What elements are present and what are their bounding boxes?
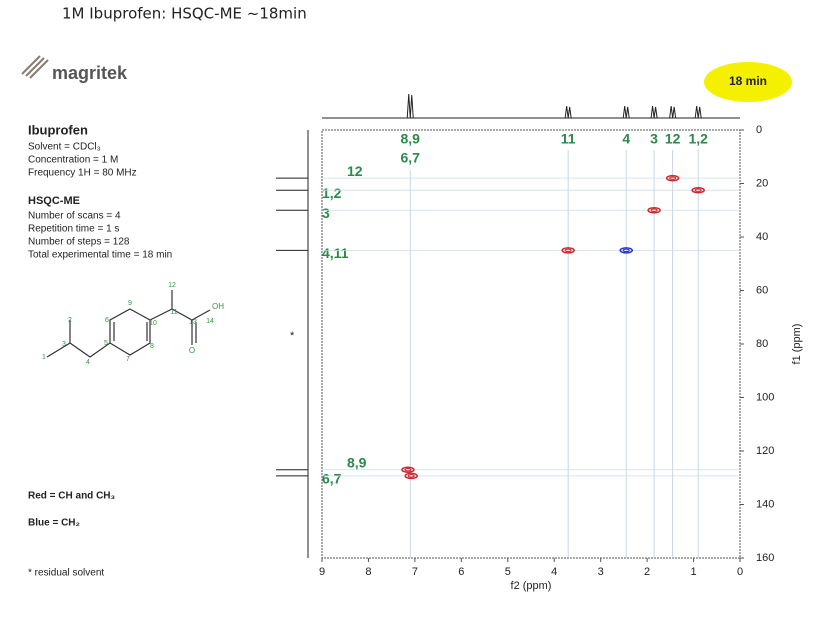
badge: 18 min — [729, 74, 767, 88]
top-projection-peak — [669, 105, 677, 119]
y-tick-label: 120 — [756, 445, 774, 457]
y-tick-label: 80 — [756, 338, 768, 350]
sample-name: Ibuprofen — [28, 122, 88, 137]
y-tick-label: 140 — [756, 498, 774, 510]
x-tick-label: 7 — [412, 566, 418, 578]
atom-label: 5 — [104, 340, 108, 347]
atom-label: 7 — [126, 356, 130, 363]
logo: magritek — [52, 63, 128, 83]
top-projection-peak — [694, 105, 702, 119]
sample-line: Solvent = CDCl₃ — [28, 142, 101, 153]
x-tick-label: 3 — [598, 566, 604, 578]
experiment-line: Repetition time = 1 s — [28, 224, 119, 235]
top-projection-peak — [564, 105, 572, 119]
top-projection-peak — [650, 105, 658, 119]
title: 1M Ibuprofen: HSQC-ME ~18min — [62, 5, 307, 23]
x-tick-label: 2 — [644, 566, 650, 578]
cross-peak — [561, 247, 575, 254]
cross-peak — [619, 247, 633, 254]
atom-label: 6 — [105, 317, 109, 324]
y-axis-label: f1 (ppm) — [791, 324, 803, 365]
sample-line: Frequency 1H = 80 MHz — [28, 168, 137, 179]
cross-peak-core — [407, 474, 415, 478]
cross-peak-core — [564, 248, 572, 253]
molecule — [46, 290, 211, 358]
badge-bg — [704, 62, 792, 102]
logo-mark — [21, 55, 49, 79]
atom-label: 10 — [149, 320, 157, 327]
top-peak-label: 1,2 — [688, 131, 708, 147]
cross-peak — [401, 466, 415, 473]
atom-label: 3 — [62, 341, 66, 348]
plot-frame — [321, 129, 741, 559]
y-tick-label: 0 — [756, 124, 762, 136]
atom-label: OH — [212, 302, 224, 311]
x-axis-label: f2 (ppm) — [511, 580, 552, 592]
atom-label: 1 — [42, 354, 46, 361]
atom-label: 4 — [86, 359, 90, 366]
top-projection-peak — [406, 93, 414, 119]
y-tick-label: 40 — [756, 231, 768, 243]
cross-peak-core — [622, 248, 630, 253]
left-peak-label: 12 — [347, 163, 363, 179]
top-peak-label: 11 — [561, 131, 576, 147]
top-peak-label: 8,9 — [401, 131, 421, 147]
cross-peak — [404, 472, 418, 480]
atom-label: O — [189, 346, 195, 355]
y-tick-label: 100 — [756, 391, 774, 403]
atom-label: 13 — [189, 319, 197, 326]
experiment-name: HSQC-ME — [28, 195, 80, 207]
cross-peak-core — [669, 176, 677, 180]
x-tick-label: 1 — [690, 566, 696, 578]
experiment-line: Number of scans = 4 — [28, 211, 121, 222]
experiment-line: Total experimental time = 18 min — [28, 250, 172, 261]
top-peak-label: 3 — [650, 131, 658, 147]
x-tick-label: 8 — [365, 566, 371, 578]
cross-peak-core — [404, 468, 412, 472]
left-peak-label: 6,7 — [322, 471, 342, 487]
legend-red: Red = CH and CH₃ — [28, 491, 116, 502]
x-tick-label: 9 — [319, 566, 325, 578]
top-projection-peak — [622, 105, 630, 119]
asterisk: * — [290, 330, 295, 342]
top-peak-label: 4 — [622, 131, 630, 147]
x-tick-label: 0 — [737, 566, 743, 578]
y-tick-label: 160 — [756, 552, 774, 564]
x-tick-label: 5 — [505, 566, 511, 578]
atom-label: 2 — [68, 317, 72, 324]
left-peak-label: 1,2 — [322, 185, 342, 201]
left-peak-label: 8,9 — [347, 454, 367, 470]
left-peak-label: 3 — [322, 205, 330, 221]
legend-blue: Blue = CH₂ — [28, 518, 80, 529]
y-tick-label: 20 — [756, 177, 768, 189]
atom-label: 12 — [168, 282, 176, 289]
x-tick-label: 4 — [551, 566, 557, 578]
atom-label: 8 — [150, 343, 154, 350]
footnote: * residual solvent — [28, 568, 104, 579]
atom-label: 9 — [128, 300, 132, 307]
cross-peak-core — [694, 188, 702, 192]
cross-peak — [665, 174, 680, 182]
top-peak-label: 12 — [665, 131, 681, 147]
cross-peak-core — [650, 208, 658, 212]
cross-peak — [691, 186, 705, 194]
atom-label: 11 — [170, 309, 177, 316]
experiment-line: Number of steps = 128 — [28, 237, 130, 248]
y-tick-label: 60 — [756, 284, 768, 296]
left-peak-label: 4,11 — [322, 245, 349, 261]
top-peak-label: 6,7 — [401, 150, 421, 166]
sample-line: Concentration = 1 M — [28, 155, 118, 166]
cross-peak — [647, 207, 661, 214]
x-tick-label: 6 — [458, 566, 464, 578]
atom-label: 14 — [206, 318, 214, 325]
